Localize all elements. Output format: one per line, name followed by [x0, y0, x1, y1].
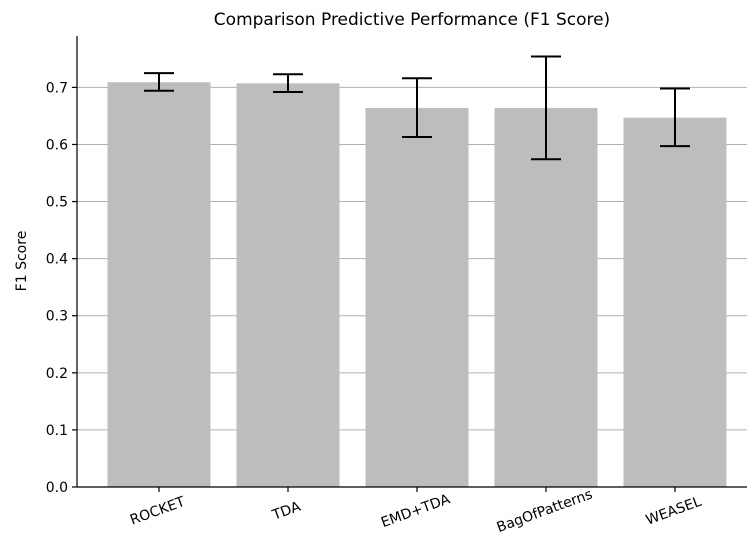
chart-title: Comparison Predictive Performance (F1 Sc… — [214, 10, 610, 30]
y-tick-label: 0.0 — [46, 480, 68, 496]
bar — [365, 107, 469, 488]
y-tick-label: 0.2 — [46, 366, 68, 382]
axes — [76, 36, 747, 488]
y-tick-label: 0.1 — [46, 423, 68, 439]
x-tick-label: ROCKET — [128, 494, 188, 529]
y-tick-label: 0.4 — [46, 252, 68, 268]
x-ticks: ROCKET TDA EMD+TDA BagOfPatterns WEASEL — [128, 487, 704, 536]
bar — [494, 107, 598, 488]
y-tick-label: 0.6 — [46, 137, 68, 153]
bar — [107, 82, 211, 488]
error-bars — [144, 55, 690, 161]
y-tick-label: 0.7 — [46, 80, 68, 96]
x-tick-label: WEASEL — [644, 494, 704, 529]
x-tick-label: EMD+TDA — [379, 491, 453, 531]
y-ticks: 0.0 0.1 0.2 0.3 0.4 0.5 0.6 0.7 — [46, 80, 77, 496]
x-tick-label: BagOfPatterns — [495, 487, 595, 536]
bars — [107, 82, 727, 488]
x-tick-label: TDA — [269, 499, 303, 524]
bar — [623, 117, 727, 487]
bar — [236, 83, 340, 487]
y-axis-label: F1 Score — [14, 231, 30, 292]
y-tick-label: 0.5 — [46, 195, 68, 211]
y-tick-label: 0.3 — [46, 309, 68, 325]
